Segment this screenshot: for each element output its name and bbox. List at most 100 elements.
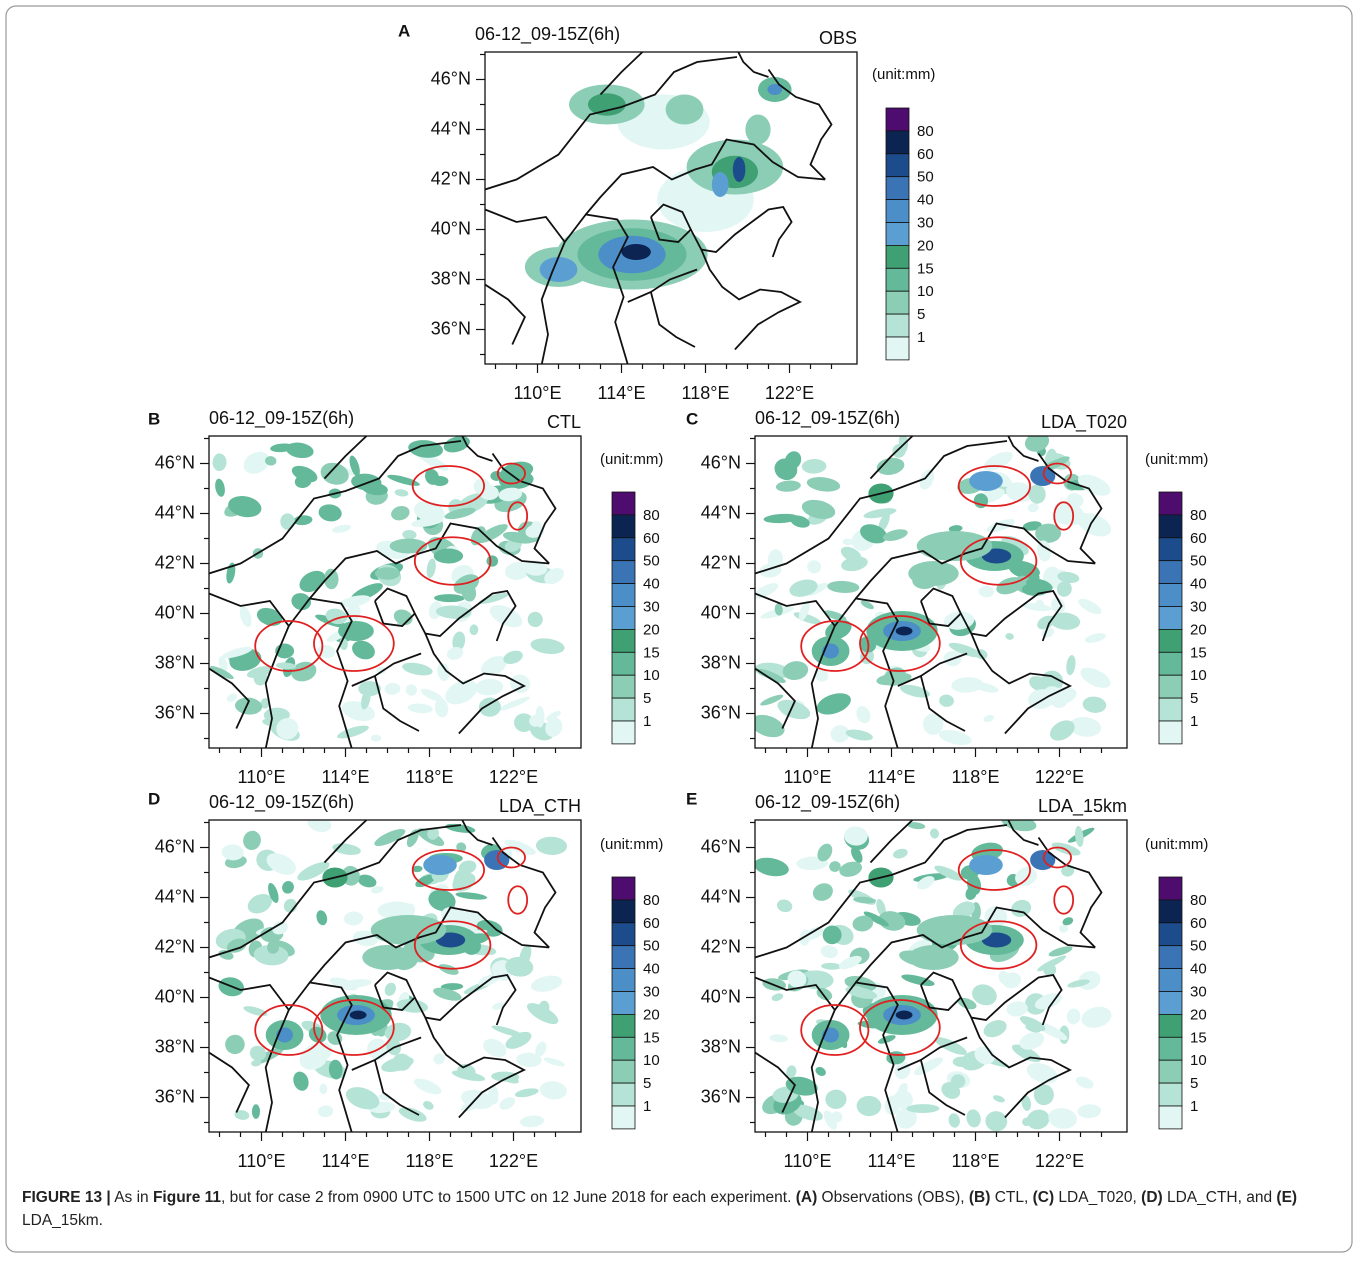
colorbar-box — [611, 1105, 636, 1130]
precip-area — [525, 524, 545, 538]
precip-area — [455, 892, 488, 900]
precip-area — [545, 717, 563, 737]
border — [700, 249, 803, 351]
contour — [507, 501, 529, 531]
colorbar-label: 1 — [1190, 1098, 1198, 1115]
time-label: 06-12_09-15Z(6h) — [209, 408, 354, 429]
precip-area — [505, 1031, 532, 1049]
lat-label: 36°N — [155, 1086, 195, 1106]
lat-label: 46°N — [155, 452, 195, 472]
precip-area — [922, 713, 944, 735]
lat-label: 44°N — [701, 502, 741, 522]
precip-area — [307, 820, 332, 833]
precip-area — [777, 699, 811, 720]
colorbar-box — [611, 560, 636, 585]
precip-area — [370, 915, 447, 945]
precip-area — [433, 1053, 445, 1065]
lat-label: 38°N — [155, 652, 195, 672]
colorbar-box — [885, 313, 910, 338]
precip-area — [1034, 993, 1062, 1010]
precip-area — [527, 611, 543, 628]
precip-area — [952, 901, 975, 920]
contour — [1053, 885, 1075, 915]
caption-text: (C) — [1032, 1189, 1055, 1206]
precip-area — [209, 666, 234, 680]
precip-area — [899, 684, 931, 698]
precip-area — [827, 580, 860, 593]
border — [834, 981, 899, 1132]
precip-area — [807, 560, 822, 574]
time-label: 06-12_09-15Z(6h) — [755, 792, 900, 813]
lat-label: 42°N — [431, 168, 471, 188]
lat-label: 40°N — [155, 602, 195, 622]
precip-area — [895, 626, 913, 636]
precip-area — [443, 552, 458, 560]
precip-area — [516, 1052, 542, 1068]
precip-area — [402, 662, 433, 676]
lat-label: 38°N — [701, 652, 741, 672]
precip-area — [919, 469, 935, 490]
precip-area — [339, 595, 371, 608]
precip-area — [276, 717, 299, 740]
precip-area — [801, 499, 836, 519]
colorbar-box — [611, 697, 636, 722]
caption-text: Figure 11 — [152, 1189, 222, 1206]
precip-area — [435, 932, 466, 948]
border — [690, 206, 793, 258]
precip-area — [1005, 633, 1014, 640]
lat-label: 38°N — [431, 268, 471, 288]
precip-area — [993, 1095, 1005, 1103]
colorbar-box — [885, 199, 910, 223]
contour — [957, 849, 1032, 891]
precip-area — [842, 538, 854, 546]
precip-area — [755, 857, 789, 877]
precip-area — [1006, 1001, 1028, 1017]
precip-area — [934, 865, 964, 881]
precip-area — [876, 898, 886, 917]
contour — [411, 849, 485, 891]
colorbar-box — [1158, 1036, 1183, 1061]
colorbar-box — [885, 130, 910, 155]
precip-area — [787, 970, 807, 988]
precip-area — [893, 1090, 913, 1109]
experiment-label: OBS — [819, 28, 857, 48]
border — [755, 440, 1008, 575]
precip-area — [845, 729, 873, 741]
precip-area — [839, 861, 863, 877]
map-frame — [208, 819, 582, 1133]
border — [855, 522, 1096, 600]
precip-area — [387, 474, 420, 486]
caption-text: FIGURE 13 | — [22, 1189, 111, 1206]
precip-area — [1078, 513, 1112, 537]
lon-label: 114°E — [598, 383, 646, 403]
precip-area — [978, 585, 994, 598]
colorbar-label: 30 — [643, 983, 660, 1000]
border — [209, 592, 290, 748]
lat-label: 40°N — [701, 602, 741, 622]
precip-area — [916, 915, 993, 945]
colorbar-label: 30 — [917, 214, 934, 231]
precip-area — [1028, 484, 1046, 504]
precip-area — [1057, 571, 1080, 583]
precip-area — [543, 1057, 565, 1067]
border — [767, 68, 833, 181]
precip-area — [253, 944, 289, 966]
precip-area — [475, 678, 504, 696]
lat-label: 40°N — [155, 986, 195, 1006]
precip-area — [814, 669, 829, 682]
precip-area — [1001, 820, 1037, 832]
colorbar-label: 10 — [643, 667, 660, 684]
colorbar-label: 1 — [1190, 713, 1198, 730]
colorbar-box — [611, 606, 636, 630]
border — [414, 974, 517, 1026]
precip-area — [389, 538, 428, 554]
precip-area — [407, 703, 433, 714]
precip-area — [948, 1113, 960, 1128]
colorbar-box — [611, 514, 636, 539]
precip-area — [256, 607, 283, 626]
border — [650, 291, 696, 348]
lon-label: 114°E — [868, 767, 916, 787]
border — [755, 824, 1008, 959]
precip-area — [1056, 581, 1072, 597]
